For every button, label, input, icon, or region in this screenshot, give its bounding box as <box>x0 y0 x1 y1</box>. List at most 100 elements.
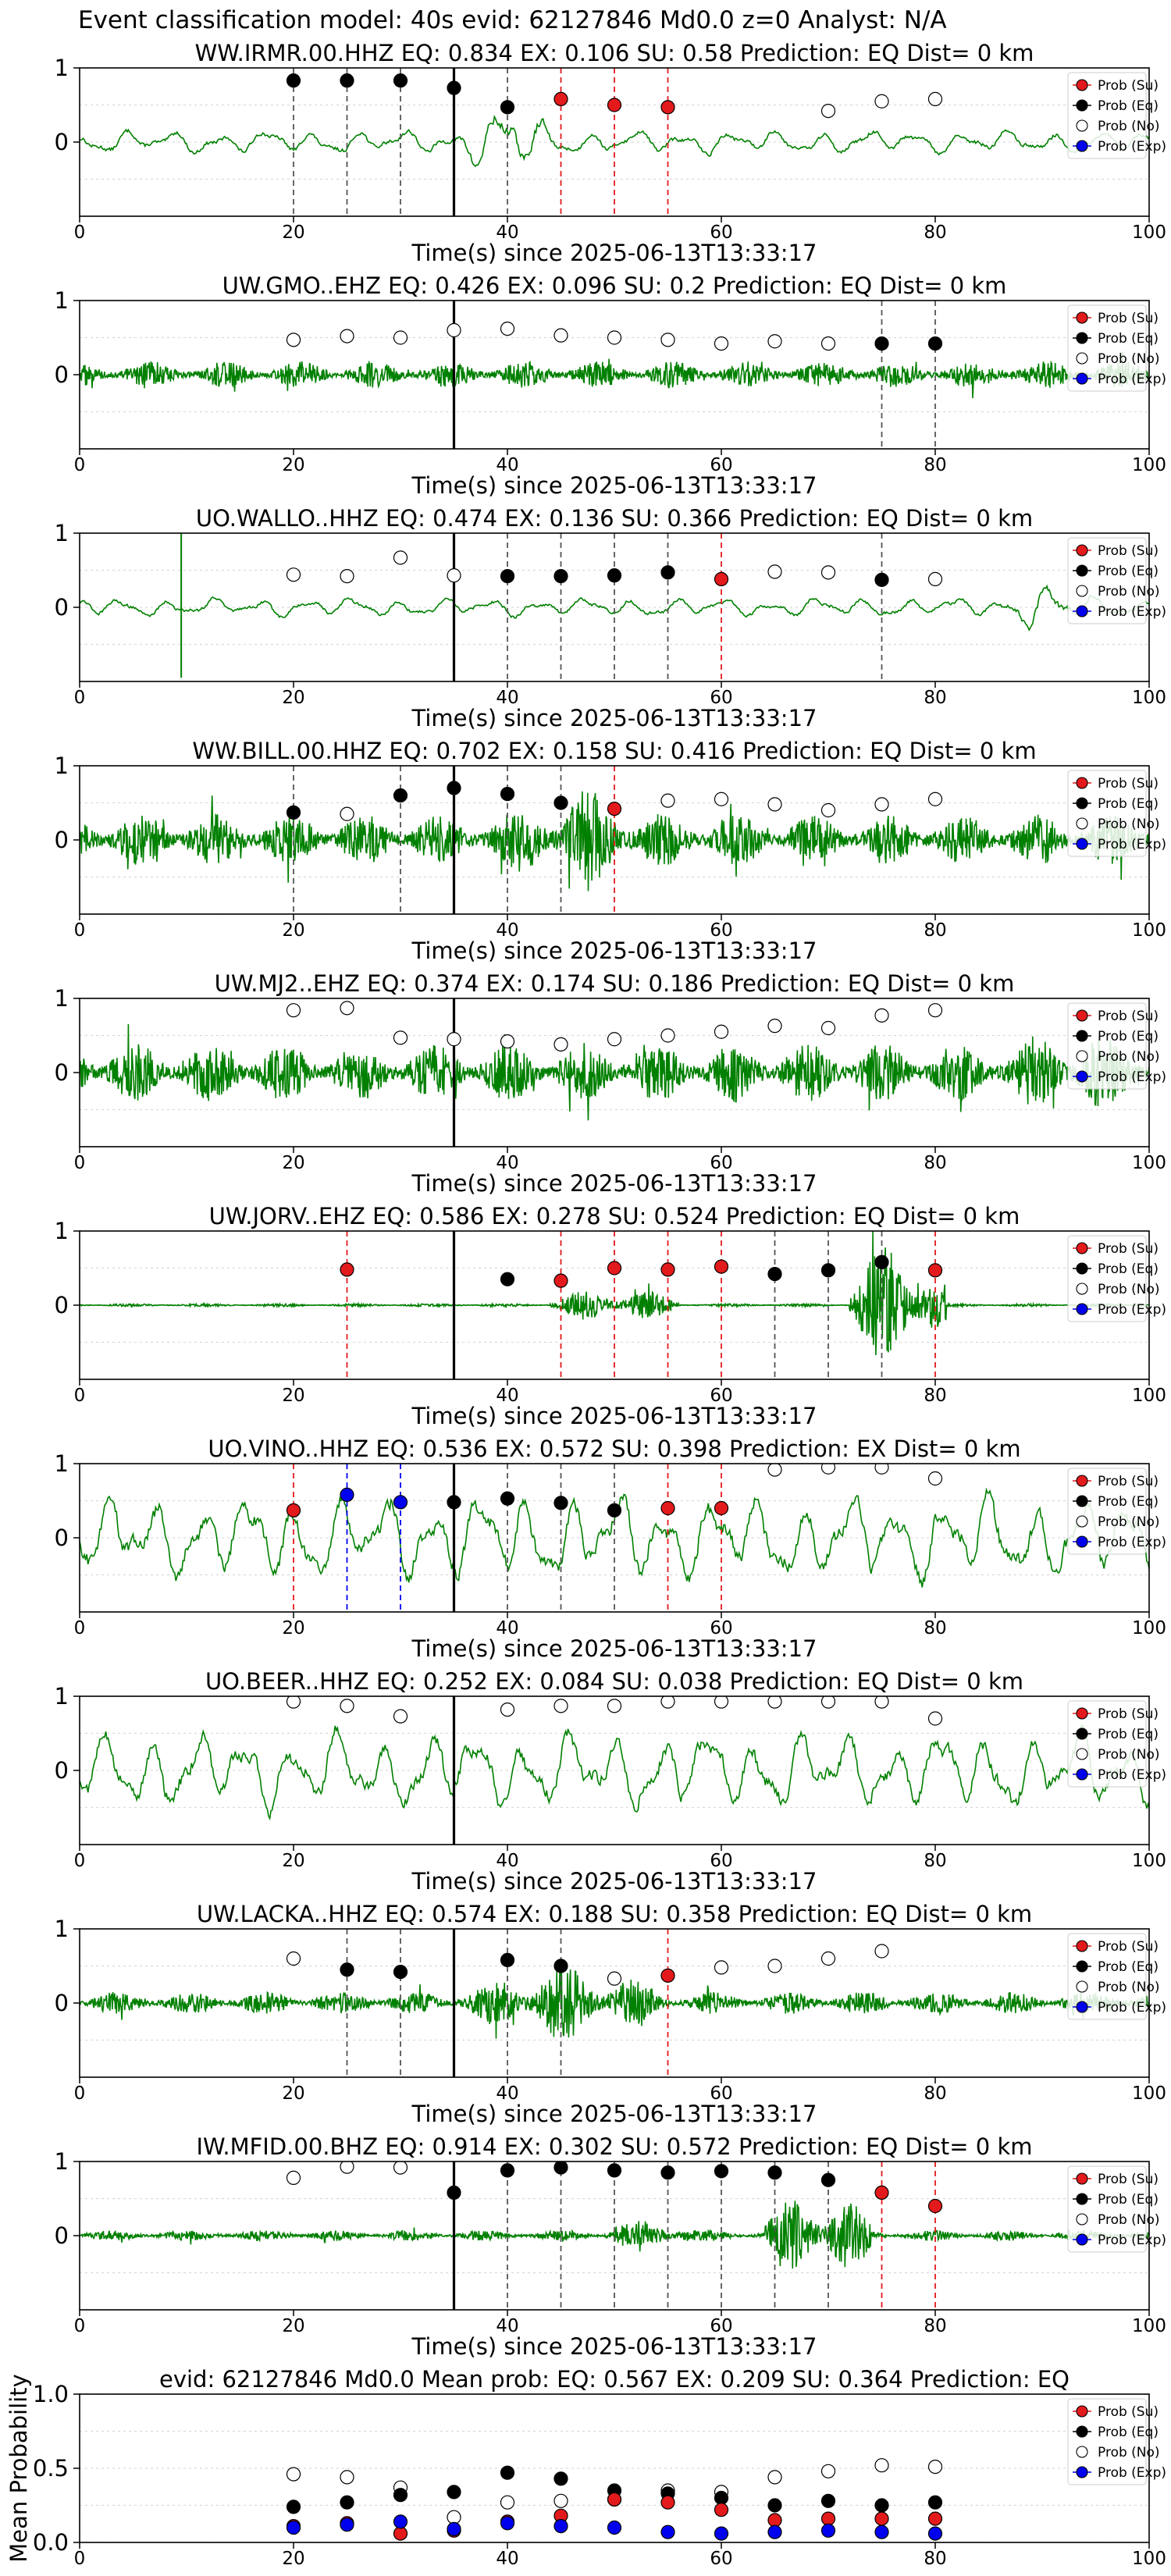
x-tick-label: 100 <box>1132 920 1166 941</box>
station-panel-1: UW.GMO..EHZ EQ: 0.426 EX: 0.096 SU: 0.2 … <box>55 272 1166 499</box>
prob-point-no <box>553 1037 568 1052</box>
prob-point-eq <box>767 2165 782 2180</box>
mean-probability-panel: evid: 62127846 Md0.0 Mean prob: EQ: 0.56… <box>5 2366 1166 2569</box>
prob-point-no <box>447 1032 461 1047</box>
prob-point-eq <box>874 336 889 351</box>
legend-marker-eq <box>1076 332 1088 344</box>
y-tick-label: 1 <box>55 1218 69 1244</box>
prob-point-su <box>927 2198 943 2214</box>
prob-point-no <box>340 1001 354 1016</box>
prob-point-eq <box>927 336 943 351</box>
panel-title: UW.MJ2..EHZ EQ: 0.374 EX: 0.174 SU: 0.18… <box>215 970 1015 997</box>
prob-point-no <box>767 1464 782 1477</box>
waveform-trace <box>80 1023 1149 1121</box>
y-tick-label: 1 <box>55 1683 69 1710</box>
panel-title: UO.WALLO..HHZ EQ: 0.474 EX: 0.136 SU: 0.… <box>196 505 1033 532</box>
legend-label: Prob (Eq) <box>1098 1727 1159 1742</box>
legend-label: Prob (Su) <box>1098 1474 1159 1489</box>
prob-point-no <box>340 2161 354 2174</box>
x-tick-label: 80 <box>924 1851 946 1871</box>
legend: Prob (Su) Prob (Eq) Prob (No) Prob (Exp) <box>1067 770 1166 857</box>
prob-point-no <box>820 1020 836 1036</box>
legend-marker-exp <box>1076 838 1088 850</box>
prob-point-su <box>660 100 675 115</box>
prob-point-eq <box>500 2163 515 2178</box>
legend-label: Prob (Su) <box>1098 776 1159 792</box>
x-tick-label: 0 <box>74 2549 86 2569</box>
prob-point-no <box>393 1709 408 1724</box>
x-tick-label: 20 <box>282 2083 304 2104</box>
legend-marker-no <box>1076 352 1088 365</box>
prob-point-no <box>927 91 943 107</box>
legend-label: Prob (Su) <box>1098 1706 1159 1722</box>
prob-point-no <box>767 564 782 579</box>
legend-marker-exp <box>1076 1070 1088 1083</box>
x-tick-label: 20 <box>282 688 304 708</box>
y-tick-label: 0 <box>55 2222 69 2249</box>
x-tick-label: 0 <box>74 688 86 708</box>
legend-marker-eq <box>1076 2193 1088 2205</box>
legend-box <box>1067 1002 1147 1090</box>
legend-label: Prob (No) <box>1098 817 1160 832</box>
mean-point-no <box>820 2464 836 2478</box>
legend-label: Prob (Exp) <box>1098 2233 1166 2248</box>
prob-point-no <box>500 1034 515 1049</box>
prob-point-no <box>660 793 675 808</box>
prob-point-no <box>767 1019 782 1034</box>
prob-point-eq <box>340 1962 354 1977</box>
mean-point-exp <box>500 2516 515 2531</box>
legend-box <box>1067 2398 1147 2485</box>
prob-point-exp <box>393 1495 408 1510</box>
figure-title: Event classification model: 40s evid: 62… <box>78 6 947 34</box>
x-tick-label: 40 <box>496 2549 518 2569</box>
prob-point-su <box>660 1500 675 1516</box>
prob-point-eq <box>500 568 515 584</box>
mean-point-exp <box>393 2514 408 2529</box>
prob-point-no <box>340 806 354 821</box>
prob-point-no <box>820 1696 836 1709</box>
legend-label: Prob (Eq) <box>1098 796 1159 812</box>
legend: Prob (Su) Prob (Eq) Prob (No) Prob (Exp) <box>1067 1700 1166 1788</box>
x-axis-label: Time(s) since 2025-06-13T13:33:17 <box>411 1403 817 1429</box>
prob-point-no <box>393 330 408 345</box>
legend-label: Prob (Exp) <box>1098 1767 1166 1783</box>
mean-point-exp <box>340 2517 354 2532</box>
panel-title: UW.GMO..EHZ EQ: 0.426 EX: 0.096 SU: 0.2 … <box>222 272 1007 299</box>
x-tick-label: 0 <box>74 1386 86 1406</box>
prob-point-no <box>767 1959 782 1973</box>
legend-label: Prob (Exp) <box>1098 1069 1166 1085</box>
x-tick-label: 60 <box>710 1851 732 1871</box>
plot-area <box>80 1464 1149 1612</box>
x-axis-label: Time(s) since 2025-06-13T13:33:17 <box>411 2101 817 2127</box>
prob-point-no <box>927 1471 943 1486</box>
x-tick-label: 100 <box>1132 455 1166 475</box>
prob-point-eq <box>553 795 568 810</box>
legend-label: Prob (Eq) <box>1098 2425 1159 2440</box>
y-tick-label: 1 <box>55 520 69 546</box>
mean-point-eq <box>553 2471 568 2486</box>
mean-point-eq <box>286 2500 301 2514</box>
mean-point-su <box>607 2492 622 2507</box>
legend-marker-no <box>1076 1980 1088 1993</box>
legend-marker-no <box>1076 1050 1088 1062</box>
x-axis-label: Time(s) since 2025-06-13T13:33:17 <box>411 240 817 266</box>
panel-title: UO.BEER..HHZ EQ: 0.252 EX: 0.084 SU: 0.0… <box>205 1668 1023 1695</box>
y-axis-label: Mean Probability <box>5 2374 32 2563</box>
prob-point-eq <box>500 1952 515 1967</box>
prob-point-no <box>500 1703 515 1717</box>
legend-label: Prob (Su) <box>1098 78 1159 94</box>
mean-point-exp <box>447 2521 461 2536</box>
prob-point-no <box>820 565 836 580</box>
legend-marker-eq <box>1076 1960 1088 1973</box>
legend-marker-su <box>1076 777 1088 789</box>
legend: Prob (Su) Prob (Eq) Prob (No) Prob (Exp) <box>1067 2398 1166 2485</box>
prob-point-no <box>767 797 782 812</box>
prob-point-no <box>820 1951 836 1966</box>
prob-point-eq <box>500 1272 515 1286</box>
x-tick-label: 80 <box>924 2316 946 2336</box>
prob-point-no <box>286 1951 301 1966</box>
legend-marker-no <box>1076 817 1088 830</box>
x-tick-label: 100 <box>1132 1618 1166 1638</box>
y-tick-label: 1 <box>55 1450 69 1477</box>
